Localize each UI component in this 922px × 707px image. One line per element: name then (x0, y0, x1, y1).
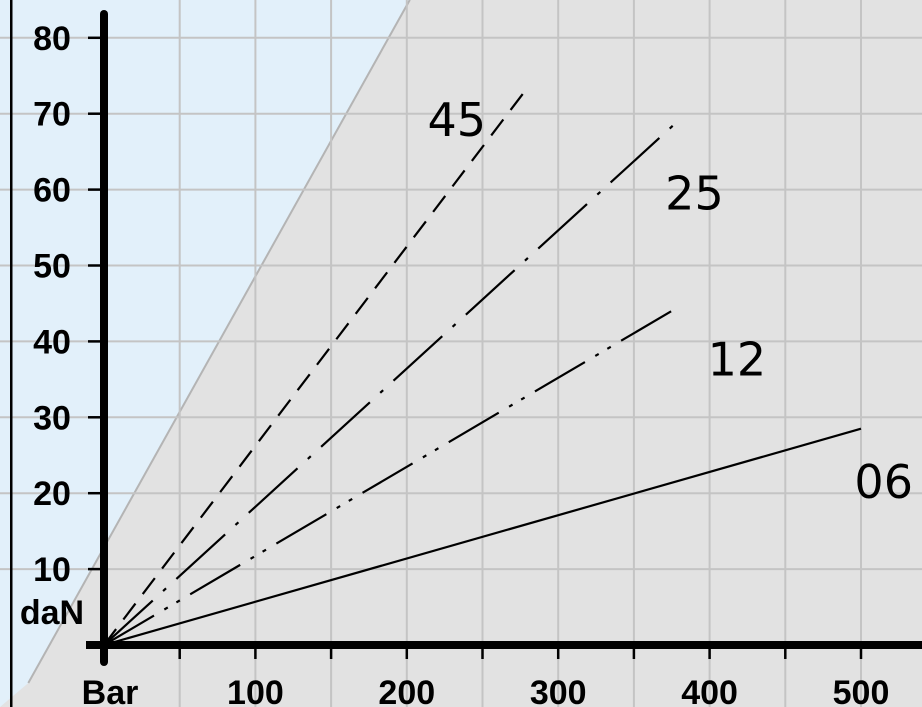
y-tick-label-70: 70 (33, 96, 71, 134)
series-label-45: 45 (427, 93, 486, 147)
series-line-45 (103, 86, 529, 646)
y-tick-label-10: 10 (33, 551, 71, 589)
y-ticks: 10 20 30 40 50 60 70 80 (33, 20, 104, 589)
left-border (10, 0, 13, 707)
y-axis-title: daN (20, 594, 84, 632)
x-tick-label-200: 200 (378, 674, 435, 707)
x-tick-label-300: 300 (530, 674, 587, 707)
series-line-25 (103, 118, 681, 646)
series-label-12: 12 (708, 333, 767, 387)
y-tick-label-20: 20 (33, 475, 71, 513)
series-labels: 45 25 12 06 (427, 93, 912, 509)
series-label-25: 25 (665, 166, 724, 220)
x-axis-title: Bar (82, 674, 139, 707)
y-tick-label-80: 80 (33, 20, 71, 58)
y-tick-label-50: 50 (33, 248, 71, 286)
y-tick-label-60: 60 (33, 172, 71, 210)
x-tick-label-500: 500 (833, 674, 890, 707)
x-tick-label-400: 400 (681, 674, 738, 707)
y-tick-label-30: 30 (33, 399, 71, 437)
y-tick-label-40: 40 (33, 323, 71, 361)
series-lines (103, 86, 862, 647)
x-ticks: 100 200 300 400 500 (178, 643, 890, 707)
series-label-06: 06 (854, 455, 913, 509)
series-line-06 (103, 427, 862, 647)
series-line-12 (103, 305, 680, 646)
x-tick-label-100: 100 (227, 674, 284, 707)
